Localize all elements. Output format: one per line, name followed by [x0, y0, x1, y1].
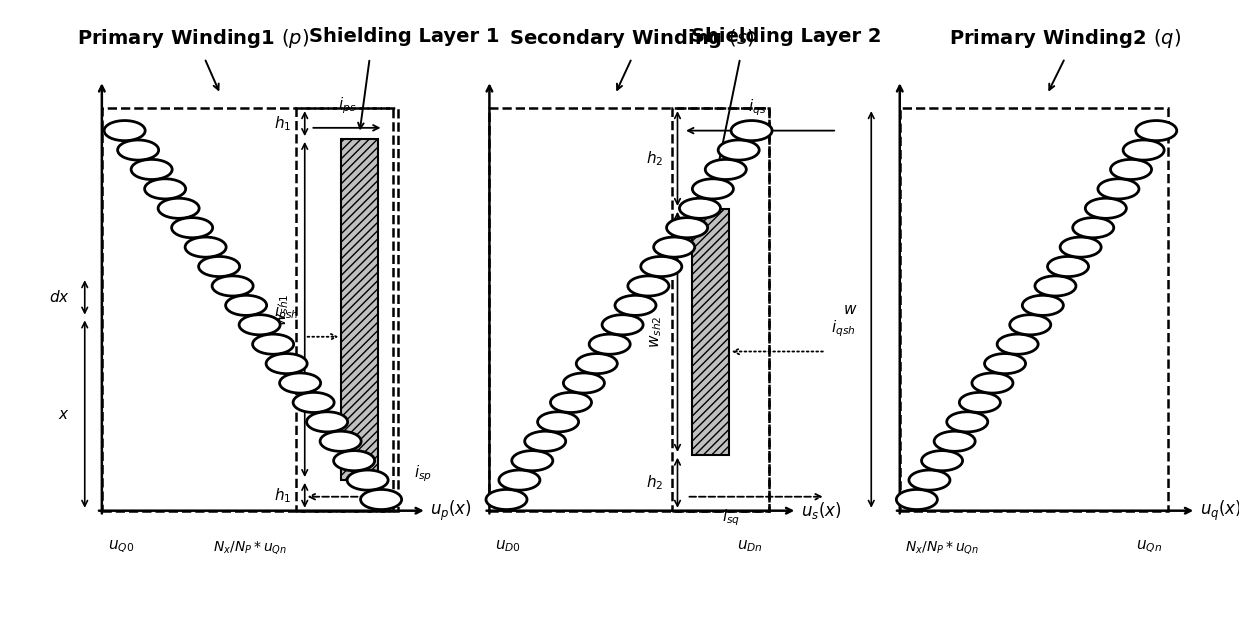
- Circle shape: [239, 315, 280, 335]
- Bar: [693, 209, 729, 455]
- Circle shape: [693, 179, 733, 199]
- Circle shape: [172, 218, 213, 238]
- Text: $i_{qs}$: $i_{qs}$: [748, 98, 767, 118]
- Text: $w_{sh2}$: $w_{sh2}$: [648, 316, 664, 348]
- Circle shape: [909, 470, 950, 490]
- Circle shape: [212, 276, 253, 296]
- Circle shape: [538, 412, 579, 432]
- Circle shape: [1073, 218, 1114, 238]
- Circle shape: [225, 295, 266, 315]
- Bar: [672, 108, 768, 511]
- Circle shape: [499, 470, 540, 490]
- Text: $u_{D0}$: $u_{D0}$: [496, 539, 522, 555]
- Circle shape: [564, 373, 605, 393]
- Circle shape: [1110, 160, 1151, 180]
- Text: $h_2$: $h_2$: [647, 474, 664, 492]
- Circle shape: [306, 412, 348, 432]
- Circle shape: [719, 140, 760, 160]
- Circle shape: [253, 334, 294, 354]
- Circle shape: [971, 373, 1014, 393]
- Circle shape: [320, 431, 361, 452]
- Text: $u_{Q0}$: $u_{Q0}$: [108, 539, 134, 555]
- Text: $dx$: $dx$: [50, 290, 69, 305]
- Circle shape: [667, 218, 707, 238]
- Text: $i_{sp}$: $i_{sp}$: [414, 464, 432, 484]
- Circle shape: [1010, 315, 1051, 335]
- Circle shape: [1123, 140, 1165, 160]
- Circle shape: [997, 334, 1038, 354]
- Bar: [900, 108, 1167, 511]
- Text: Shielding Layer 2: Shielding Layer 2: [690, 27, 881, 46]
- Circle shape: [347, 470, 388, 490]
- Text: $w$: $w$: [843, 302, 857, 317]
- Text: $N_x/N_P*u_{Qn}$: $N_x/N_P*u_{Qn}$: [213, 539, 287, 556]
- Circle shape: [654, 237, 695, 257]
- Circle shape: [294, 392, 335, 413]
- Circle shape: [1047, 256, 1089, 276]
- Circle shape: [486, 489, 527, 509]
- Text: $N_x/N_P*u_{Qn}$: $N_x/N_P*u_{Qn}$: [906, 539, 980, 556]
- Text: $u_q(x)$: $u_q(x)$: [1199, 499, 1239, 522]
- Text: $i_{qsh}$: $i_{qsh}$: [831, 318, 856, 339]
- Text: $h_2$: $h_2$: [647, 149, 664, 168]
- Circle shape: [705, 160, 746, 180]
- Circle shape: [679, 198, 721, 219]
- Bar: [341, 139, 378, 480]
- Circle shape: [590, 334, 631, 354]
- Circle shape: [118, 140, 159, 160]
- Circle shape: [524, 431, 566, 452]
- Text: $w_{sh1}$: $w_{sh1}$: [275, 293, 291, 326]
- Circle shape: [185, 237, 227, 257]
- Circle shape: [731, 121, 772, 141]
- Text: $i_{ps}$: $i_{ps}$: [338, 95, 356, 116]
- Text: Secondary Winding $(s)$: Secondary Winding $(s)$: [509, 27, 755, 50]
- Text: $h_1$: $h_1$: [274, 114, 291, 133]
- Text: $i_{sq}$: $i_{sq}$: [722, 508, 740, 529]
- Bar: [102, 108, 398, 511]
- Text: $u_s(x)$: $u_s(x)$: [800, 500, 841, 521]
- Circle shape: [104, 121, 145, 141]
- Text: $u_{Qn}$: $u_{Qn}$: [1136, 539, 1162, 555]
- Text: $i_{psh}$: $i_{psh}$: [275, 302, 299, 323]
- Circle shape: [602, 315, 643, 335]
- Circle shape: [641, 256, 681, 276]
- Text: $x$: $x$: [58, 406, 69, 421]
- Circle shape: [361, 489, 401, 509]
- Circle shape: [145, 179, 186, 199]
- Circle shape: [131, 160, 172, 180]
- Circle shape: [333, 451, 374, 471]
- Bar: [489, 108, 768, 511]
- Circle shape: [1035, 276, 1075, 296]
- Circle shape: [280, 373, 321, 393]
- Circle shape: [615, 295, 655, 315]
- Text: $u_{Dn}$: $u_{Dn}$: [737, 539, 763, 555]
- Circle shape: [159, 198, 199, 219]
- Circle shape: [198, 256, 239, 276]
- Text: $h_1$: $h_1$: [274, 486, 291, 505]
- Circle shape: [1061, 237, 1101, 257]
- Circle shape: [1098, 179, 1139, 199]
- Circle shape: [922, 451, 963, 471]
- Circle shape: [1022, 295, 1063, 315]
- Text: $u_p(x)$: $u_p(x)$: [430, 499, 472, 522]
- Circle shape: [628, 276, 669, 296]
- Circle shape: [1136, 121, 1177, 141]
- Text: Primary Winding2 $(q)$: Primary Winding2 $(q)$: [949, 27, 1181, 50]
- Circle shape: [947, 412, 987, 432]
- Circle shape: [959, 392, 1000, 413]
- Circle shape: [550, 392, 591, 413]
- Circle shape: [1085, 198, 1126, 219]
- Circle shape: [896, 489, 938, 509]
- Circle shape: [985, 354, 1026, 374]
- Circle shape: [266, 354, 307, 374]
- Bar: [296, 108, 393, 511]
- Circle shape: [576, 354, 617, 374]
- Text: Primary Winding1 $(p)$: Primary Winding1 $(p)$: [77, 27, 309, 50]
- Circle shape: [934, 431, 975, 452]
- Text: Shielding Layer 1: Shielding Layer 1: [309, 27, 499, 46]
- Circle shape: [512, 451, 553, 471]
